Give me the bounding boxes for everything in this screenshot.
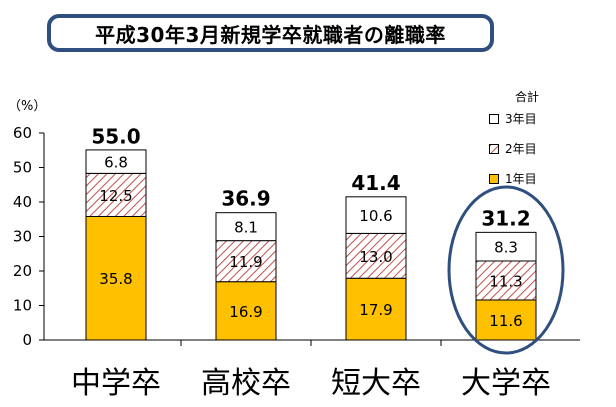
legend-swatch-1st-year: [489, 173, 499, 184]
segment-value-label: 11.6: [489, 312, 522, 330]
legend-item-2nd-year: 2年目: [489, 140, 537, 157]
chart-title-box: 平成30年3月新規学卒就職者の離職率: [47, 14, 494, 52]
segment-value-label: 16.9: [229, 303, 262, 321]
y-tick-label: 0: [22, 331, 32, 349]
y-tick-label: 40: [13, 193, 32, 211]
legend-label-2nd-year: 2年目: [505, 142, 537, 156]
segment-value-label: 17.9: [359, 301, 392, 319]
bar-segment: [85, 172, 147, 217]
bar-segment: [475, 231, 537, 262]
y-tick-label: 60: [13, 124, 32, 142]
segment-value-label: 35.8: [99, 270, 132, 288]
segment-value-label: 12.5: [99, 187, 132, 205]
segment-value-label: 10.6: [359, 207, 392, 225]
bar-segment: [85, 215, 147, 341]
legend-title: 合計: [515, 90, 540, 104]
total-value-label: 31.2: [481, 206, 530, 230]
bar-segment: [345, 277, 407, 341]
x-category-label: 短大卒: [331, 366, 421, 401]
total-value-label: 41.4: [351, 171, 400, 195]
total-value-label: 55.0: [91, 124, 140, 148]
bar-segment: [345, 196, 407, 234]
bar-segment: [85, 149, 147, 174]
legend-item-3rd-year: 3年目: [489, 110, 537, 127]
segment-value-label: 13.0: [359, 248, 392, 266]
chart-title: 平成30年3月新規学卒就職者の離職率: [95, 22, 446, 47]
segment-value-label: 8.1: [234, 219, 258, 237]
segment-value-label: 11.9: [229, 253, 262, 271]
segment-value-label: 6.8: [104, 154, 128, 172]
legend-swatch-2nd-year: [489, 143, 499, 154]
y-axis-unit-label: （%）: [8, 99, 47, 114]
x-category-label: 大学卒: [461, 366, 551, 401]
bar-segment: [215, 212, 277, 242]
legend-label-3rd-year: 3年目: [505, 112, 537, 126]
bar-segment: [475, 260, 537, 301]
bar-segment: [475, 299, 537, 341]
segment-value-label: 11.3: [489, 272, 522, 290]
total-value-label: 36.9: [221, 187, 270, 211]
segment-value-label: 8.3: [494, 239, 518, 257]
x-category-label: 高校卒: [201, 366, 291, 401]
y-tick-label: 10: [13, 297, 32, 315]
legend-item-1st-year: 1年目: [489, 170, 537, 187]
legend-swatch-3rd-year: [489, 113, 499, 124]
y-tick-label: 50: [13, 159, 32, 177]
x-category-label: 中学卒: [71, 366, 161, 401]
y-tick-label: 30: [13, 228, 32, 246]
y-tick-label: 20: [13, 262, 32, 280]
legend-label-1st-year: 1年目: [505, 172, 537, 186]
bar-segment: [345, 232, 407, 279]
highlight-ellipse: [447, 185, 565, 355]
